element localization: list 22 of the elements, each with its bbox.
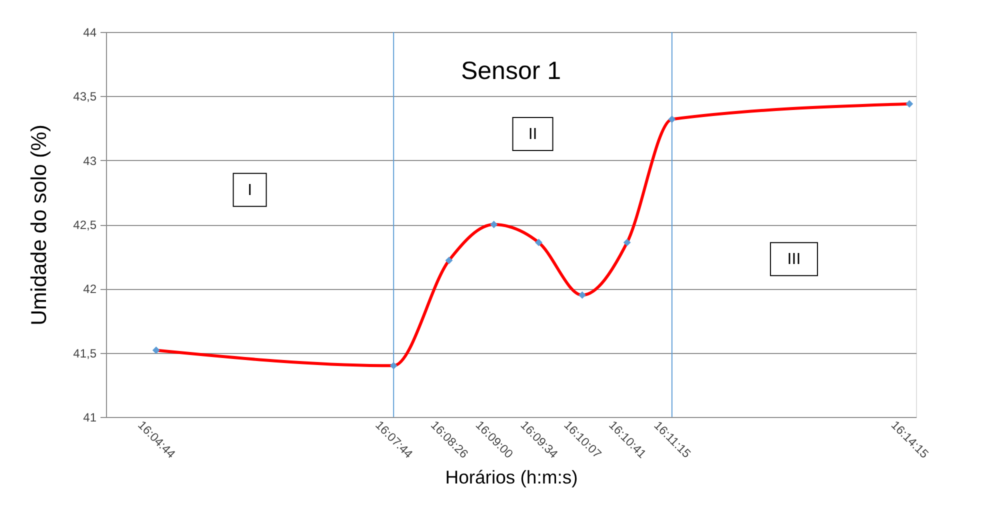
y-tick-label: 44 <box>83 26 97 40</box>
annotation: III <box>787 251 801 268</box>
text: Sensor 1 <box>460 57 562 85</box>
point <box>534 238 542 246</box>
point <box>906 100 914 108</box>
y-tick-label: 43 <box>83 154 97 168</box>
annotation: I <box>248 182 252 199</box>
point <box>490 220 498 228</box>
y-tick-label: 41,5 <box>73 346 97 360</box>
annotation: II <box>528 126 538 144</box>
y-tick-label: 43,5 <box>73 90 97 104</box>
point <box>578 291 586 299</box>
point <box>152 346 160 354</box>
y-tick-label: 42 <box>83 282 97 296</box>
point <box>623 238 631 246</box>
x-axis-title: Horários (h:m:s) <box>445 466 578 488</box>
point <box>445 256 453 264</box>
y-tick-label: 42,5 <box>73 218 97 232</box>
y-tick-label: 41 <box>83 410 97 424</box>
point <box>668 116 676 123</box>
y-axis-title: Umidade do solo (%) <box>27 124 52 326</box>
point <box>390 362 398 370</box>
